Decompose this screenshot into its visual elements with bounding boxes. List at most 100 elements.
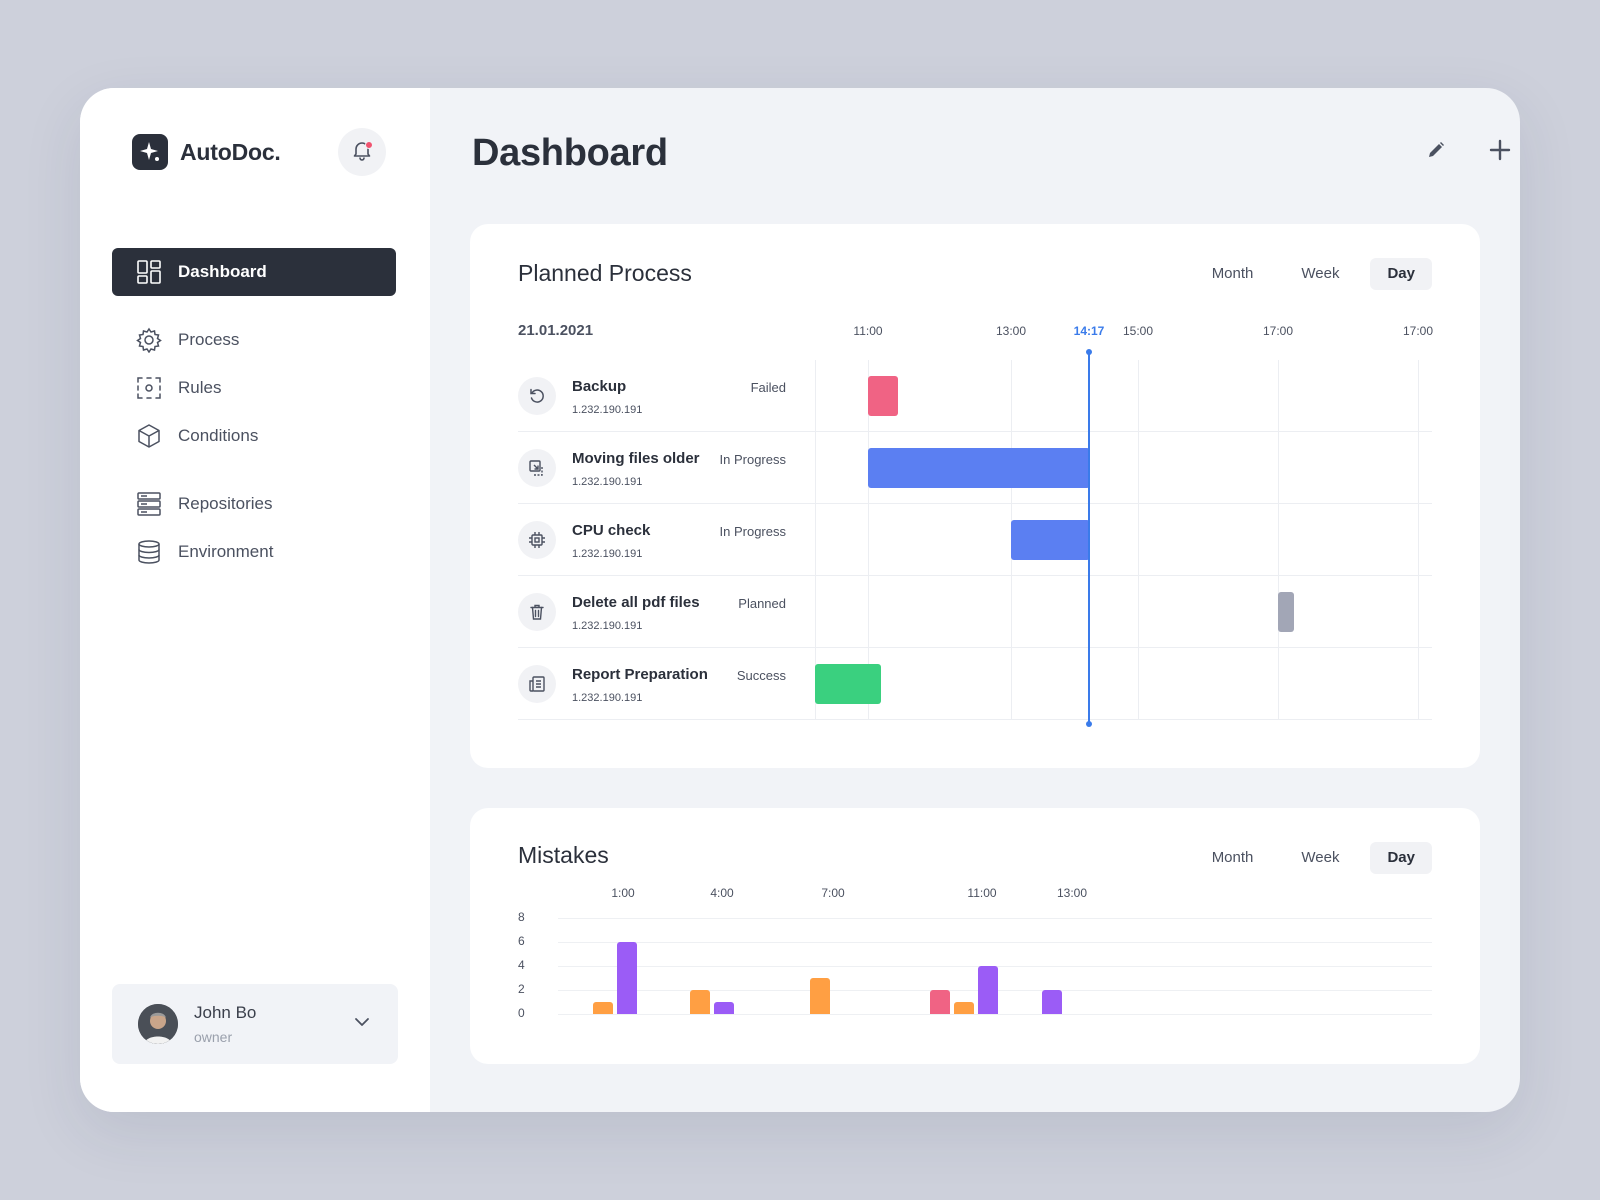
process-status: Failed: [750, 380, 786, 395]
gantt-bar-success[interactable]: [815, 664, 881, 704]
process-ip: 1.232.190.191: [572, 476, 643, 488]
current-time-marker-bottom: [1086, 721, 1092, 727]
dashboard-icon: [136, 259, 162, 285]
notifications-button[interactable]: [338, 128, 386, 176]
tab-week[interactable]: Week: [1301, 265, 1340, 282]
time-label: 13:00: [995, 324, 1027, 338]
cpu-icon: [518, 521, 556, 559]
process-name: Delete all pdf files: [572, 594, 700, 611]
time-label: 17:00: [1262, 324, 1294, 338]
mistakes-bar-purple[interactable]: [714, 1002, 734, 1014]
gantt-bar-planned[interactable]: [1278, 592, 1294, 632]
card-title: Mistakes: [518, 842, 609, 868]
gantt-date: 21.01.2021: [518, 322, 594, 339]
sidebar-item-label: Environment: [178, 542, 274, 561]
tab-month[interactable]: Month: [1211, 849, 1254, 866]
gantt-bar-failed[interactable]: [868, 376, 898, 416]
x-tick-label: 11:00: [967, 886, 997, 900]
tab-week[interactable]: Week: [1301, 849, 1340, 866]
row-divider: [518, 503, 1432, 504]
edit-button[interactable]: [1420, 136, 1452, 168]
process-status: In Progress: [719, 524, 786, 539]
sidebar-item-label: Dashboard: [178, 262, 267, 281]
y-tick-label: 4: [518, 958, 525, 972]
server-icon: [136, 491, 162, 517]
grid-line: [558, 918, 1432, 919]
report-icon: [518, 665, 556, 703]
mistakes-bar-pink[interactable]: [930, 990, 950, 1014]
sidebar-item-environment[interactable]: Environment: [112, 528, 396, 576]
process-name: CPU check: [572, 522, 651, 539]
app-window: AutoDoc. Dashboard: [80, 88, 1520, 1112]
sidebar-item-repositories[interactable]: Repositories: [112, 480, 396, 528]
mistakes-bar-purple[interactable]: [617, 942, 637, 1014]
avatar: [138, 1004, 178, 1044]
user-name: John Bo: [194, 1003, 257, 1022]
row-divider: [518, 431, 1432, 432]
process-status: In Progress: [719, 452, 786, 467]
plus-icon: [1489, 139, 1511, 166]
sparkle-logo-icon: [132, 134, 168, 170]
gantt-bar-in-progress[interactable]: [868, 448, 1090, 488]
sidebar: AutoDoc. Dashboard: [80, 88, 430, 1112]
y-tick-label: 2: [518, 982, 525, 996]
mistakes-bar-purple[interactable]: [1042, 990, 1062, 1014]
process-status: Planned: [738, 596, 786, 611]
mistakes-bar-orange[interactable]: [690, 990, 710, 1014]
mistakes-bar-orange[interactable]: [593, 1002, 613, 1014]
grid-line: [815, 360, 816, 720]
mistakes-bar-purple[interactable]: [978, 966, 998, 1014]
sidebar-item-conditions[interactable]: Conditions: [112, 412, 396, 460]
planned-process-card: Planned Process Month Week Day 21.01.202…: [470, 224, 1480, 768]
x-tick-label: 4:00: [710, 886, 734, 900]
row-divider: [518, 719, 1432, 720]
app-name: AutoDoc.: [180, 138, 281, 165]
bell-icon: [351, 139, 373, 166]
main-content: Dashboard Planned Process Month Week: [430, 88, 1520, 1112]
database-icon: [136, 539, 162, 565]
current-time-label: 14:17: [1073, 324, 1105, 338]
process-status: Success: [736, 668, 786, 683]
process-ip: 1.232.190.191: [572, 404, 643, 416]
time-label: 11:00: [853, 324, 883, 338]
mistakes-bar-orange[interactable]: [954, 1002, 974, 1014]
mistakes-card: Mistakes Month Week Day 1:00 4:00 7:00 1…: [470, 808, 1480, 1064]
tab-day[interactable]: Day: [1370, 258, 1432, 290]
grid-line: [1138, 360, 1139, 720]
user-menu[interactable]: John Bo owner: [112, 984, 398, 1064]
tab-day[interactable]: Day: [1370, 842, 1432, 874]
grid-line: [558, 1014, 1432, 1015]
chevron-down-icon[interactable]: [354, 1014, 370, 1032]
period-switch: Month Week Day: [1181, 258, 1432, 290]
tab-month[interactable]: Month: [1211, 265, 1254, 282]
sidebar-item-dashboard[interactable]: Dashboard: [112, 248, 396, 296]
sidebar-item-rules[interactable]: Rules: [112, 364, 396, 412]
refresh-icon: [518, 377, 556, 415]
card-title: Planned Process: [518, 260, 692, 286]
gantt-bar-in-progress[interactable]: [1011, 520, 1090, 560]
add-button[interactable]: [1484, 136, 1516, 168]
x-tick-label: 1:00: [611, 886, 635, 900]
process-name: Report Preparation: [572, 666, 708, 683]
rules-icon: [136, 375, 162, 401]
process-name: Moving files older: [572, 450, 700, 467]
mistakes-bar-orange[interactable]: [810, 978, 830, 1014]
grid-line: [868, 360, 869, 720]
user-role: owner: [194, 1029, 233, 1045]
gear-icon: [136, 327, 162, 353]
grid-line: [1278, 360, 1279, 720]
process-name: Backup: [572, 378, 627, 395]
y-tick-label: 0: [518, 1006, 525, 1020]
move-file-icon: [518, 449, 556, 487]
grid-line: [558, 942, 1432, 943]
grid-line: [1418, 360, 1419, 720]
row-divider: [518, 647, 1432, 648]
logo[interactable]: AutoDoc.: [132, 134, 281, 170]
row-divider: [518, 575, 1432, 576]
page-title: Dashboard: [472, 132, 668, 174]
sidebar-item-process[interactable]: Process: [112, 316, 396, 364]
y-tick-label: 6: [518, 934, 525, 948]
notification-dot: [365, 141, 373, 149]
current-time-line: [1088, 352, 1090, 724]
period-switch: Month Week Day: [1181, 842, 1432, 874]
